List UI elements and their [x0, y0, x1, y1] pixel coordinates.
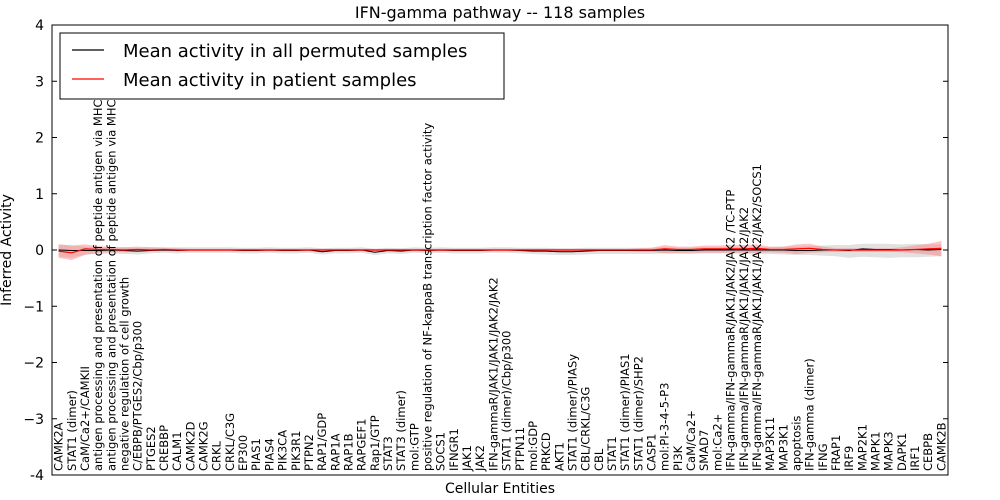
x-tick-label: DAPK1 [895, 433, 909, 471]
x-tick-label: JAK2 [473, 445, 487, 472]
x-tick-label: AKT1 [552, 442, 566, 471]
x-tick-label: PIK3CA [276, 430, 290, 471]
x-tick-label: STAT3 (dimer) [394, 390, 408, 471]
x-tick-label: PIAS4 [262, 438, 276, 471]
x-tick-label: mol:GDP [526, 421, 540, 471]
x-tick-label: antigen processing and presentation of p… [104, 57, 118, 471]
x-tick-label: STAT1 (dimer) [65, 390, 79, 471]
x-tick-label: SOCS1 [434, 432, 448, 471]
x-tick-label: CRKL [210, 440, 224, 471]
x-tick-label: IFN-gamma/IFN-gammaR/JAK1/JAK1/JAK2/JAK2… [750, 164, 764, 471]
x-tick-label: CaM/Ca2+ [684, 410, 698, 471]
x-tick-label: mol:Ca2+ [710, 414, 724, 471]
x-tick-label: CRKL/C3G [223, 413, 237, 471]
x-tick-label: CBL [592, 448, 606, 471]
x-tick-label: CREBBP [157, 425, 171, 471]
y-tick-label: 3 [35, 74, 44, 90]
x-tick-label: mol:GTP [407, 423, 421, 471]
x-tick-label: C/EBPB/PTGES2/Cbp/p300 [131, 321, 145, 471]
y-tick-label: 4 [35, 18, 44, 34]
legend-entry-label: Mean activity in patient samples [123, 70, 417, 91]
x-tick-label: Rap1/GTP [368, 415, 382, 471]
x-tick-label: positive regulation of NF-kappaB transcr… [421, 123, 435, 471]
y-tick-label: 1 [35, 187, 44, 203]
x-tick-label: RAP1A [328, 433, 342, 471]
x-tick-label: MAP3K1 [776, 424, 790, 471]
x-tick-label: MAPK1 [869, 431, 883, 471]
x-tick-label: STAT1 (dimer)/SHP2 [631, 356, 645, 471]
y-tick-label: −3 [23, 412, 44, 428]
x-tick-label: IFNG [816, 443, 830, 471]
x-tick-label: PTGES2 [144, 426, 158, 471]
x-tick-label: STAT1 (dimer)/PIAS1 [618, 353, 632, 471]
x-tick-label: MAP3K11 [763, 417, 777, 471]
legend-entry-label: Mean activity in all permuted samples [123, 41, 467, 62]
permuted-variance-band [58, 243, 942, 258]
x-tick-label: PTPN2 [302, 434, 316, 471]
x-tick-label: mol:PI-3-4-5-P3 [658, 383, 672, 471]
x-tick-label: STAT1 (dimer)/PIASy [565, 354, 579, 471]
x-tick-label: IFN-gamma/IFN-gammaR/JAK1/JAK1/JAK2/JAK2 [737, 207, 751, 471]
x-tick-label: CAMK2D [183, 421, 197, 471]
x-tick-label: CAMK2A [52, 422, 66, 471]
x-tick-label: FRAP1 [829, 435, 843, 471]
y-tick-label: 0 [35, 243, 44, 259]
y-tick-label: -4 [30, 468, 44, 484]
x-tick-label: antigen processing and presentation of p… [91, 60, 105, 471]
x-tick-label: CALM1 [170, 431, 184, 471]
x-tick-label: apoptosis [789, 416, 803, 471]
y-tick-label: −1 [23, 299, 44, 315]
x-tick-label: IFN-gamma/IFN-gammaR/JAK1/JAK2/JAK2 /TC-… [724, 190, 738, 471]
y-tick-label: −2 [23, 356, 44, 372]
x-tick-label: CaM/Ca2+/CAMKII [78, 366, 92, 471]
x-tick-label: IFN-gammaR/JAK1/JAK1/JAK2/JAK2 [486, 277, 500, 471]
x-tick-label: negative regulation of cell growth [117, 277, 131, 471]
x-tick-label: STAT3 [381, 436, 395, 471]
x-tick-label: PIAS1 [249, 438, 263, 471]
y-axis-label: Inferred Activity [0, 194, 15, 306]
x-tick-label: EP300 [236, 435, 250, 471]
x-tick-label: RAPGEF1 [355, 419, 369, 471]
x-tick-label: IRF9 [842, 446, 856, 471]
x-tick-label: RAP1/GDP [315, 413, 329, 471]
x-tick-label: MAP2K1 [855, 424, 869, 471]
legend: Mean activity in all permuted samples Mea… [59, 32, 505, 100]
legend-box [59, 32, 505, 100]
x-tick-label: PRKCD [539, 432, 553, 471]
x-tick-label: CAMK2G [197, 421, 211, 471]
x-tick-label: PTPN11 [513, 427, 527, 471]
x-tick-label: STAT1 [605, 436, 619, 471]
x-tick-label: CAMK2B [934, 422, 948, 471]
x-tick-label: RAP1B [341, 433, 355, 471]
x-tick-label: JAK1 [460, 445, 474, 472]
x-tick-label: STAT1 (dimer)/Cbp/p300 [500, 330, 514, 471]
x-tick-label: CBL/CRKL/C3G [579, 387, 593, 471]
x-tick-label: IRF1 [908, 446, 922, 471]
x-tick-label: MAPK3 [882, 431, 896, 471]
x-axis-label: Cellular Entities [445, 481, 555, 497]
x-tick-label: SMAD7 [697, 430, 711, 471]
x-tick-label: CEBPB [921, 433, 935, 471]
x-tick-label: PIK3R1 [289, 431, 303, 472]
y-tick-label: 2 [35, 131, 44, 147]
chart-title: IFN-gamma pathway -- 118 samples [355, 3, 645, 22]
patient-mean-line [58, 247, 942, 254]
x-tick-label: PI3K [671, 445, 685, 471]
x-tick-label: IFN-gamma (dimer) [803, 358, 817, 471]
x-tick-label: CASP1 [645, 434, 659, 471]
x-tick-label: IFNGR1 [447, 428, 461, 471]
